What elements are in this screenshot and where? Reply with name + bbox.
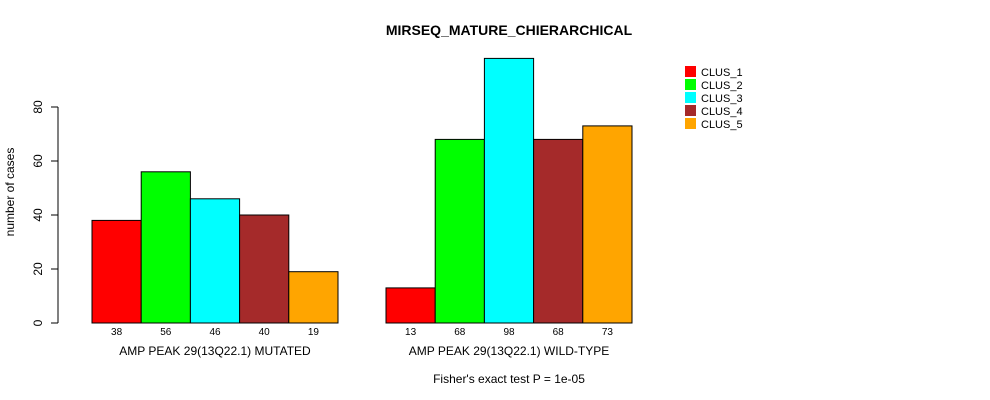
y-axis-label: number of cases [3,148,17,237]
y-axis: 0 20 40 60 80 [31,100,59,326]
y-tick-label: 80 [31,100,45,114]
bar [288,271,339,324]
bar [140,171,191,324]
value-labels: 38 56 46 40 19 13 68 98 68 73 [111,327,613,338]
bar-value-label: 56 [160,327,172,338]
legend-swatch [685,66,696,77]
bar [239,214,290,324]
bar-value-label: 19 [308,327,320,338]
group-label: AMP PEAK 29(13Q22.1) WILD-TYPE [409,344,610,358]
legend-label: CLUS_4 [701,106,743,118]
bars [91,57,633,324]
bar-value-label: 68 [454,327,466,338]
fisher-test-footnote: Fisher's exact test P = 1e-05 [433,372,585,386]
bar-value-label: 73 [602,327,614,338]
bar [189,198,241,324]
legend-label: CLUS_3 [701,93,743,105]
bar-value-label: 68 [553,327,565,338]
y-tick-label: 0 [31,319,45,326]
legend-swatch [685,118,696,129]
group-label: AMP PEAK 29(13Q22.1) MUTATED [119,344,311,358]
legend-label: CLUS_1 [701,67,743,79]
y-tick-label: 60 [31,154,45,168]
bar [385,287,436,324]
bar [533,138,584,324]
legend-swatch [685,105,696,116]
legend-swatch [685,92,696,103]
bar [483,57,535,324]
bar-value-label: 13 [405,327,417,338]
bar-value-label: 46 [209,327,221,338]
y-tick-label: 40 [31,208,45,222]
bar-value-label: 38 [111,327,123,338]
y-tick-label: 20 [31,262,45,276]
legend-label: CLUS_2 [701,80,743,92]
bar-value-label: 98 [503,327,515,338]
group-labels: AMP PEAK 29(13Q22.1) MUTATED AMP PEAK 29(… [119,344,609,358]
legend-swatch [685,79,696,90]
bar-value-label: 40 [259,327,271,338]
chart-title: MIRSEQ_MATURE_CHIERARCHICAL [386,22,633,38]
legend-label: CLUS_5 [701,119,743,131]
bar [434,138,485,324]
bar [91,219,142,324]
bar [582,125,633,324]
